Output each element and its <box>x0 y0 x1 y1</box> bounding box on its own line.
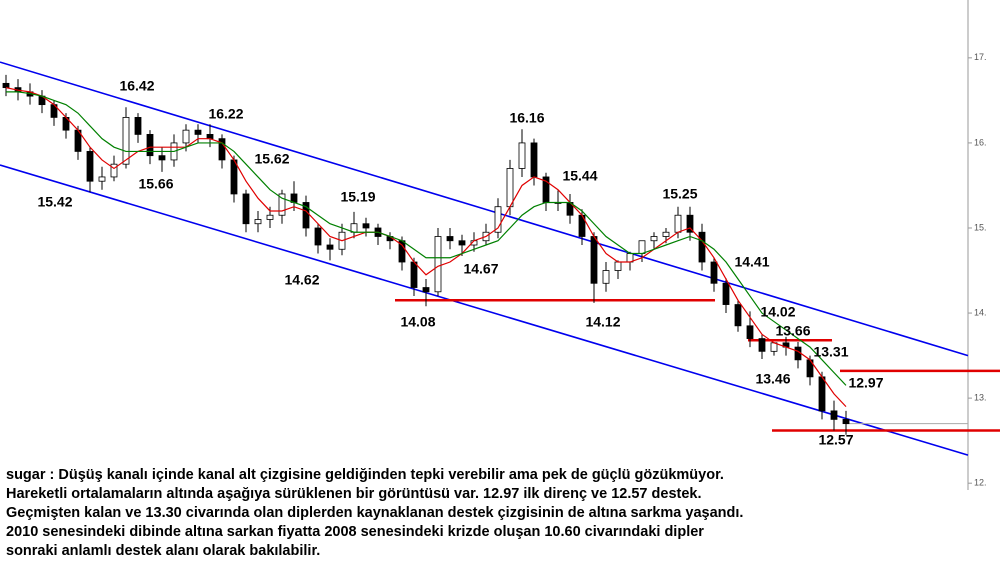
candle-body <box>266 214 274 220</box>
y-tick-label: 15. <box>974 222 987 232</box>
candle-body <box>158 155 166 161</box>
price-annotation: 16.42 <box>119 78 154 94</box>
candle-body <box>326 244 334 250</box>
candle-body <box>530 142 538 178</box>
candle-body <box>710 261 718 284</box>
candle-body <box>506 168 514 208</box>
channel-line <box>0 61 969 357</box>
y-tick-label: 17. <box>974 52 987 62</box>
candle-body <box>110 163 118 178</box>
note-line: sonraki anlamlı destek alanı olarak bakı… <box>6 543 321 559</box>
price-annotation: 16.22 <box>208 106 243 122</box>
candle-body <box>230 159 238 195</box>
candle-body <box>362 223 370 229</box>
y-tick-label: 16. <box>974 137 987 147</box>
moving-average <box>5 87 847 408</box>
candle-body <box>494 206 502 233</box>
candle-body <box>146 134 154 157</box>
note-line: sugar : Düşüş kanalı içinde kanal alt çi… <box>6 467 724 483</box>
y-tick-label: 12. <box>974 478 987 488</box>
note-line: Geçmişten kalan ve 13.30 civarında olan … <box>6 505 744 521</box>
candle-body <box>86 151 94 182</box>
candle-body <box>686 214 694 233</box>
candle-body <box>410 261 418 288</box>
price-annotation: 14.67 <box>463 261 498 277</box>
price-annotation: 13.46 <box>755 371 790 387</box>
price-annotation: 16.16 <box>509 110 544 126</box>
candle-body <box>446 236 454 242</box>
candle-body <box>734 304 742 327</box>
candle-body <box>638 240 646 254</box>
price-annotation: 13.31 <box>813 344 848 360</box>
price-annotation: 14.41 <box>734 254 769 270</box>
candle-body <box>842 418 850 425</box>
candle-body <box>182 129 190 144</box>
price-annotation: 15.19 <box>340 189 375 205</box>
candle-body <box>2 82 10 89</box>
candle-body <box>758 338 766 352</box>
note: sugar : Düşüş kanalı içinde kanal alt çi… <box>6 466 743 561</box>
candle-body <box>818 376 826 412</box>
candle-body <box>602 270 610 284</box>
price-annotation: 14.62 <box>284 272 319 288</box>
price-annotation: 15.25 <box>662 186 697 202</box>
candle-body <box>206 134 214 140</box>
moving-average <box>6 91 847 386</box>
candle-body <box>314 227 322 246</box>
candle-body <box>518 142 526 169</box>
y-tick-label: 14. <box>974 307 987 317</box>
candle-body <box>194 129 202 135</box>
candle-body <box>650 236 658 242</box>
candle-body <box>302 202 310 229</box>
price-annotation: 14.02 <box>760 304 795 320</box>
price-annotation: 14.12 <box>585 314 620 330</box>
price-annotation: 12.97 <box>848 375 883 391</box>
price-annotation: 14.08 <box>400 314 435 330</box>
candle-body <box>746 325 754 339</box>
candle-body <box>674 214 682 233</box>
candle-body <box>122 116 130 165</box>
price-annotation: 15.62 <box>254 151 289 167</box>
candle-body <box>434 236 442 293</box>
candle-body <box>278 193 286 216</box>
price-annotation: 15.42 <box>37 194 72 210</box>
candle-body <box>134 116 142 135</box>
channel-line <box>0 164 969 456</box>
candle-body <box>722 282 730 305</box>
candle-body <box>614 261 622 271</box>
candle-body <box>242 193 250 225</box>
price-annotation: 15.66 <box>138 176 173 192</box>
candle-body <box>422 287 430 293</box>
price-annotation: 13.66 <box>775 323 810 339</box>
candle-body <box>698 231 706 263</box>
note-line: Hareketli ortalamaların altında aşağıya … <box>6 486 702 502</box>
candle-body <box>218 138 226 161</box>
candle-body <box>98 176 106 182</box>
note-line: 2010 senesindeki dibinde altına sarkan f… <box>6 524 704 540</box>
candle-body <box>830 410 838 420</box>
candle-body <box>590 236 598 284</box>
candle-body <box>458 240 466 246</box>
candle-body <box>254 219 262 225</box>
candle-body <box>662 231 670 237</box>
price-annotation: 12.57 <box>818 432 853 448</box>
price-annotation: 15.44 <box>562 168 597 184</box>
y-tick-label: 13. <box>974 393 987 403</box>
